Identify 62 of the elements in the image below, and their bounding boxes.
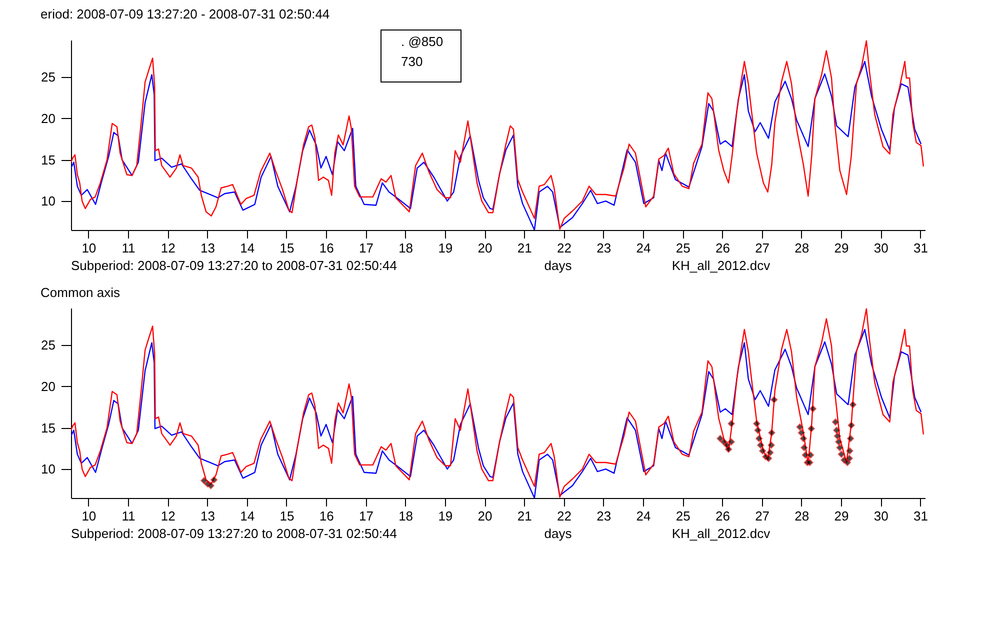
y-tick-label: 20 bbox=[41, 378, 56, 394]
x-tick-label: 31 bbox=[914, 240, 928, 256]
y-tick-label: 25 bbox=[41, 338, 56, 353]
x-tick-label: 30 bbox=[874, 240, 888, 256]
text: KH_all_2012.dcv bbox=[672, 526, 771, 541]
x-tick-label: 14 bbox=[240, 508, 255, 524]
x-tick-label: 24 bbox=[636, 508, 651, 524]
x-tick-label: 31 bbox=[914, 508, 928, 524]
text: Subperiod: 2008-07-09 13:27:20 to 2008-07-31 02:50:44 bbox=[71, 526, 397, 541]
chart-title: Common axis bbox=[40, 285, 121, 300]
y-tick-label: 15 bbox=[41, 420, 56, 436]
x-tick-label: 22 bbox=[557, 240, 572, 256]
text: Subperiod: 2008-07-09 13:27:20 to 2008-07-31 02:50:44 bbox=[71, 258, 397, 273]
chart-title: eriod: 2008-07-09 13:27:20 - 2008-07-31 02:50:44 bbox=[40, 6, 330, 22]
x-tick-label: 20 bbox=[478, 508, 492, 524]
x-tick-label: 16 bbox=[319, 508, 334, 524]
x-tick-label: 27 bbox=[755, 508, 770, 524]
x-tick-label: 20 bbox=[478, 240, 492, 256]
x-tick-label: 13 bbox=[200, 240, 215, 256]
x-tick-label: 14 bbox=[240, 240, 255, 256]
x-tick-label: 21 bbox=[517, 508, 532, 524]
y-tick-label: 15 bbox=[41, 152, 56, 168]
x-tick-label: 22 bbox=[557, 508, 572, 524]
y-tick-label: 25 bbox=[41, 70, 56, 85]
x-tick-label: 12 bbox=[160, 240, 176, 256]
x-tick-label: 28 bbox=[794, 508, 810, 524]
x-tick-label: 19 bbox=[438, 240, 453, 256]
x-tick-label: 21 bbox=[517, 240, 532, 256]
x-tick-label: 11 bbox=[122, 240, 136, 256]
x-tick-label: 19 bbox=[438, 508, 453, 524]
x-tick-label: 18 bbox=[398, 240, 414, 256]
x-tick-label: 28 bbox=[794, 240, 810, 256]
x-tick-label: 26 bbox=[715, 240, 730, 256]
x-tick-label: 13 bbox=[200, 508, 215, 524]
x-tick-label: 26 bbox=[715, 508, 730, 524]
x-axis-title: days bbox=[544, 526, 572, 541]
x-tick-label: 29 bbox=[834, 240, 849, 256]
x-tick-label: 30 bbox=[874, 508, 888, 524]
x-tick-label: 15 bbox=[280, 508, 294, 524]
x-tick-label: 25 bbox=[676, 508, 690, 524]
x-tick-label: 17 bbox=[358, 240, 374, 256]
y-tick-label: 10 bbox=[41, 462, 56, 477]
x-tick-label: 29 bbox=[834, 508, 849, 524]
x-tick-label: 15 bbox=[280, 240, 294, 256]
annotation: 730 bbox=[401, 54, 423, 69]
x-tick-label: 27 bbox=[755, 240, 770, 256]
x-tick-label: 23 bbox=[596, 508, 612, 524]
x-tick-label: 10 bbox=[82, 508, 96, 524]
x-tick-label: 23 bbox=[596, 240, 612, 256]
x-tick-label: 17 bbox=[358, 508, 374, 524]
x-tick-label: 10 bbox=[82, 240, 96, 256]
x-tick-label: 18 bbox=[398, 508, 414, 524]
text: KH_all_2012.dcv bbox=[672, 258, 771, 273]
annotation: . @850 bbox=[401, 34, 444, 49]
x-tick-label: 25 bbox=[676, 240, 690, 256]
x-tick-label: 16 bbox=[319, 240, 334, 256]
x-axis-title: days bbox=[544, 258, 572, 273]
x-tick-label: 12 bbox=[160, 508, 176, 524]
x-tick-label: 24 bbox=[636, 240, 651, 256]
x-tick-label: 11 bbox=[122, 508, 136, 524]
y-tick-label: 20 bbox=[41, 110, 56, 126]
y-tick-label: 10 bbox=[41, 194, 56, 209]
